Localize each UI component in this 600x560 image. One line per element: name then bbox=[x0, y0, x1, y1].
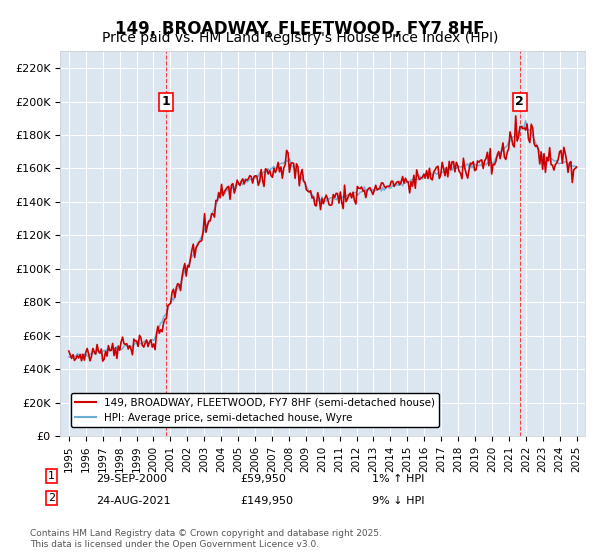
Text: 149, BROADWAY, FLEETWOOD, FY7 8HF: 149, BROADWAY, FLEETWOOD, FY7 8HF bbox=[115, 20, 485, 38]
Text: 1: 1 bbox=[48, 471, 55, 481]
Text: 2: 2 bbox=[48, 493, 55, 503]
Legend: 149, BROADWAY, FLEETWOOD, FY7 8HF (semi-detached house), HPI: Average price, sem: 149, BROADWAY, FLEETWOOD, FY7 8HF (semi-… bbox=[71, 393, 439, 427]
Text: Contains HM Land Registry data © Crown copyright and database right 2025.
This d: Contains HM Land Registry data © Crown c… bbox=[30, 529, 382, 549]
Text: 24-AUG-2021: 24-AUG-2021 bbox=[96, 496, 170, 506]
Text: £59,950: £59,950 bbox=[240, 474, 286, 484]
Text: 2: 2 bbox=[515, 95, 524, 108]
Text: 1: 1 bbox=[162, 95, 170, 108]
Text: 1% ↑ HPI: 1% ↑ HPI bbox=[372, 474, 424, 484]
Text: 9% ↓ HPI: 9% ↓ HPI bbox=[372, 496, 425, 506]
Text: 29-SEP-2000: 29-SEP-2000 bbox=[96, 474, 167, 484]
Text: Price paid vs. HM Land Registry's House Price Index (HPI): Price paid vs. HM Land Registry's House … bbox=[102, 31, 498, 45]
Text: £149,950: £149,950 bbox=[240, 496, 293, 506]
